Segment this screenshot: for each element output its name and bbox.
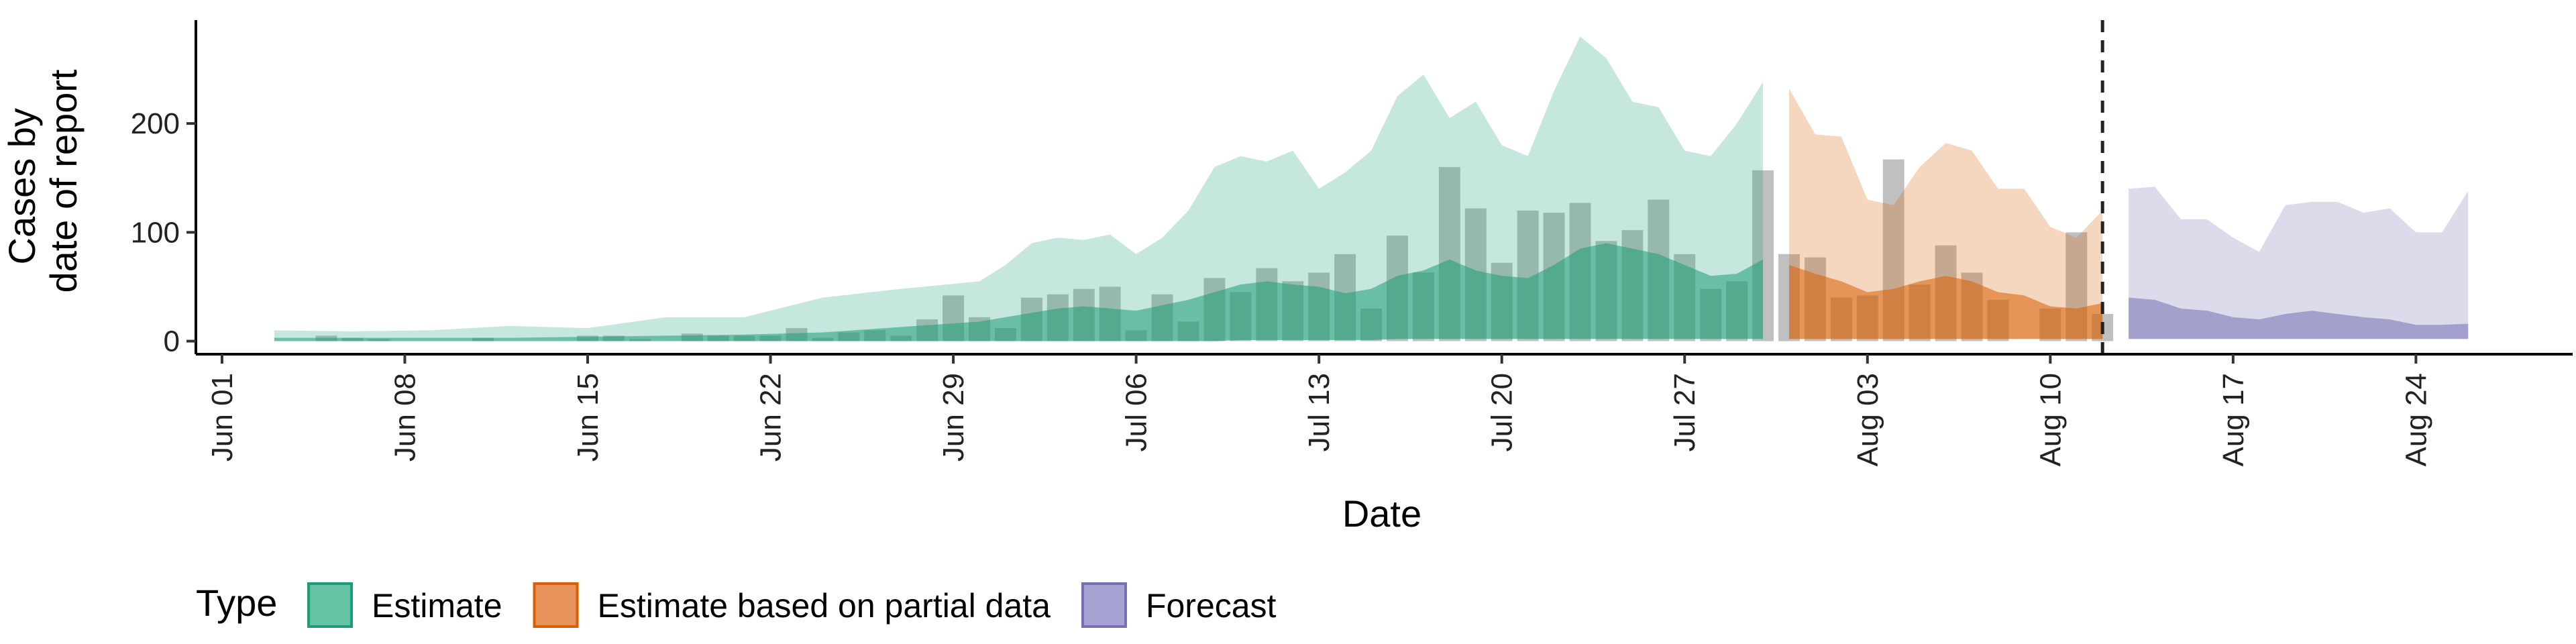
x-tick-label: Jul 20 [1486,373,1519,451]
ribbons-layer [274,36,2469,341]
legend-swatch-estimate [307,582,353,628]
ribbon-inner-estimate [274,243,1764,341]
legend: Type Estimate Estimate based on partial d… [196,582,1277,628]
x-tick-label: Jun 01 [206,373,239,462]
legend-title: Type [196,582,277,624]
legend-label-forecast: Forecast [1146,587,1277,625]
y-tick-label: 100 [131,216,180,249]
ribbon-inner-forecast [2129,297,2469,339]
x-tick-label: Jun 08 [388,373,421,462]
ticks-layer: 0 100 200 Jun 01 Jun 08 Jun 15 Jun 22 Jun 29 Jul… [131,107,2433,466]
x-tick-label: Jul 06 [1120,373,1153,451]
ribbon-outer-forecast [2129,186,2469,339]
legend-label-estimate: Estimate [372,587,502,625]
x-tick-label: Jun 29 [937,373,970,462]
x-tick-label: Aug 03 [1851,373,1884,466]
axes-layer [195,20,2573,356]
y-axis-title: Cases by date of report [1,69,85,293]
x-tick-label: Jul 27 [1668,373,1701,451]
x-axis-title: Date [1342,492,1421,535]
x-tick-label: Jul 13 [1303,373,1336,451]
x-tick-label: Jun 22 [755,373,788,462]
legend-swatch-partial [533,582,579,628]
y-axis-title-line-1: Cases by [1,108,43,264]
ribbon-outer-estimate [274,36,1764,341]
y-tick-label: 200 [131,107,180,140]
y-tick-label: 0 [164,325,180,358]
legend-swatch-forecast [1081,582,1127,628]
x-tick-label: Jun 15 [572,373,604,462]
x-tick-label: Aug 17 [2217,373,2250,466]
ribbon-outer-partial [1788,89,2103,339]
ribbon-inner-partial [1788,264,2103,339]
x-tick-label: Aug 24 [2400,373,2432,466]
legend-label-partial: Estimate based on partial data [598,587,1051,625]
x-tick-label: Aug 10 [2034,373,2067,466]
legend-items: Estimate Estimate based on partial data Fo… [307,582,1277,628]
y-axis-title-line-2: date of report [42,69,85,293]
